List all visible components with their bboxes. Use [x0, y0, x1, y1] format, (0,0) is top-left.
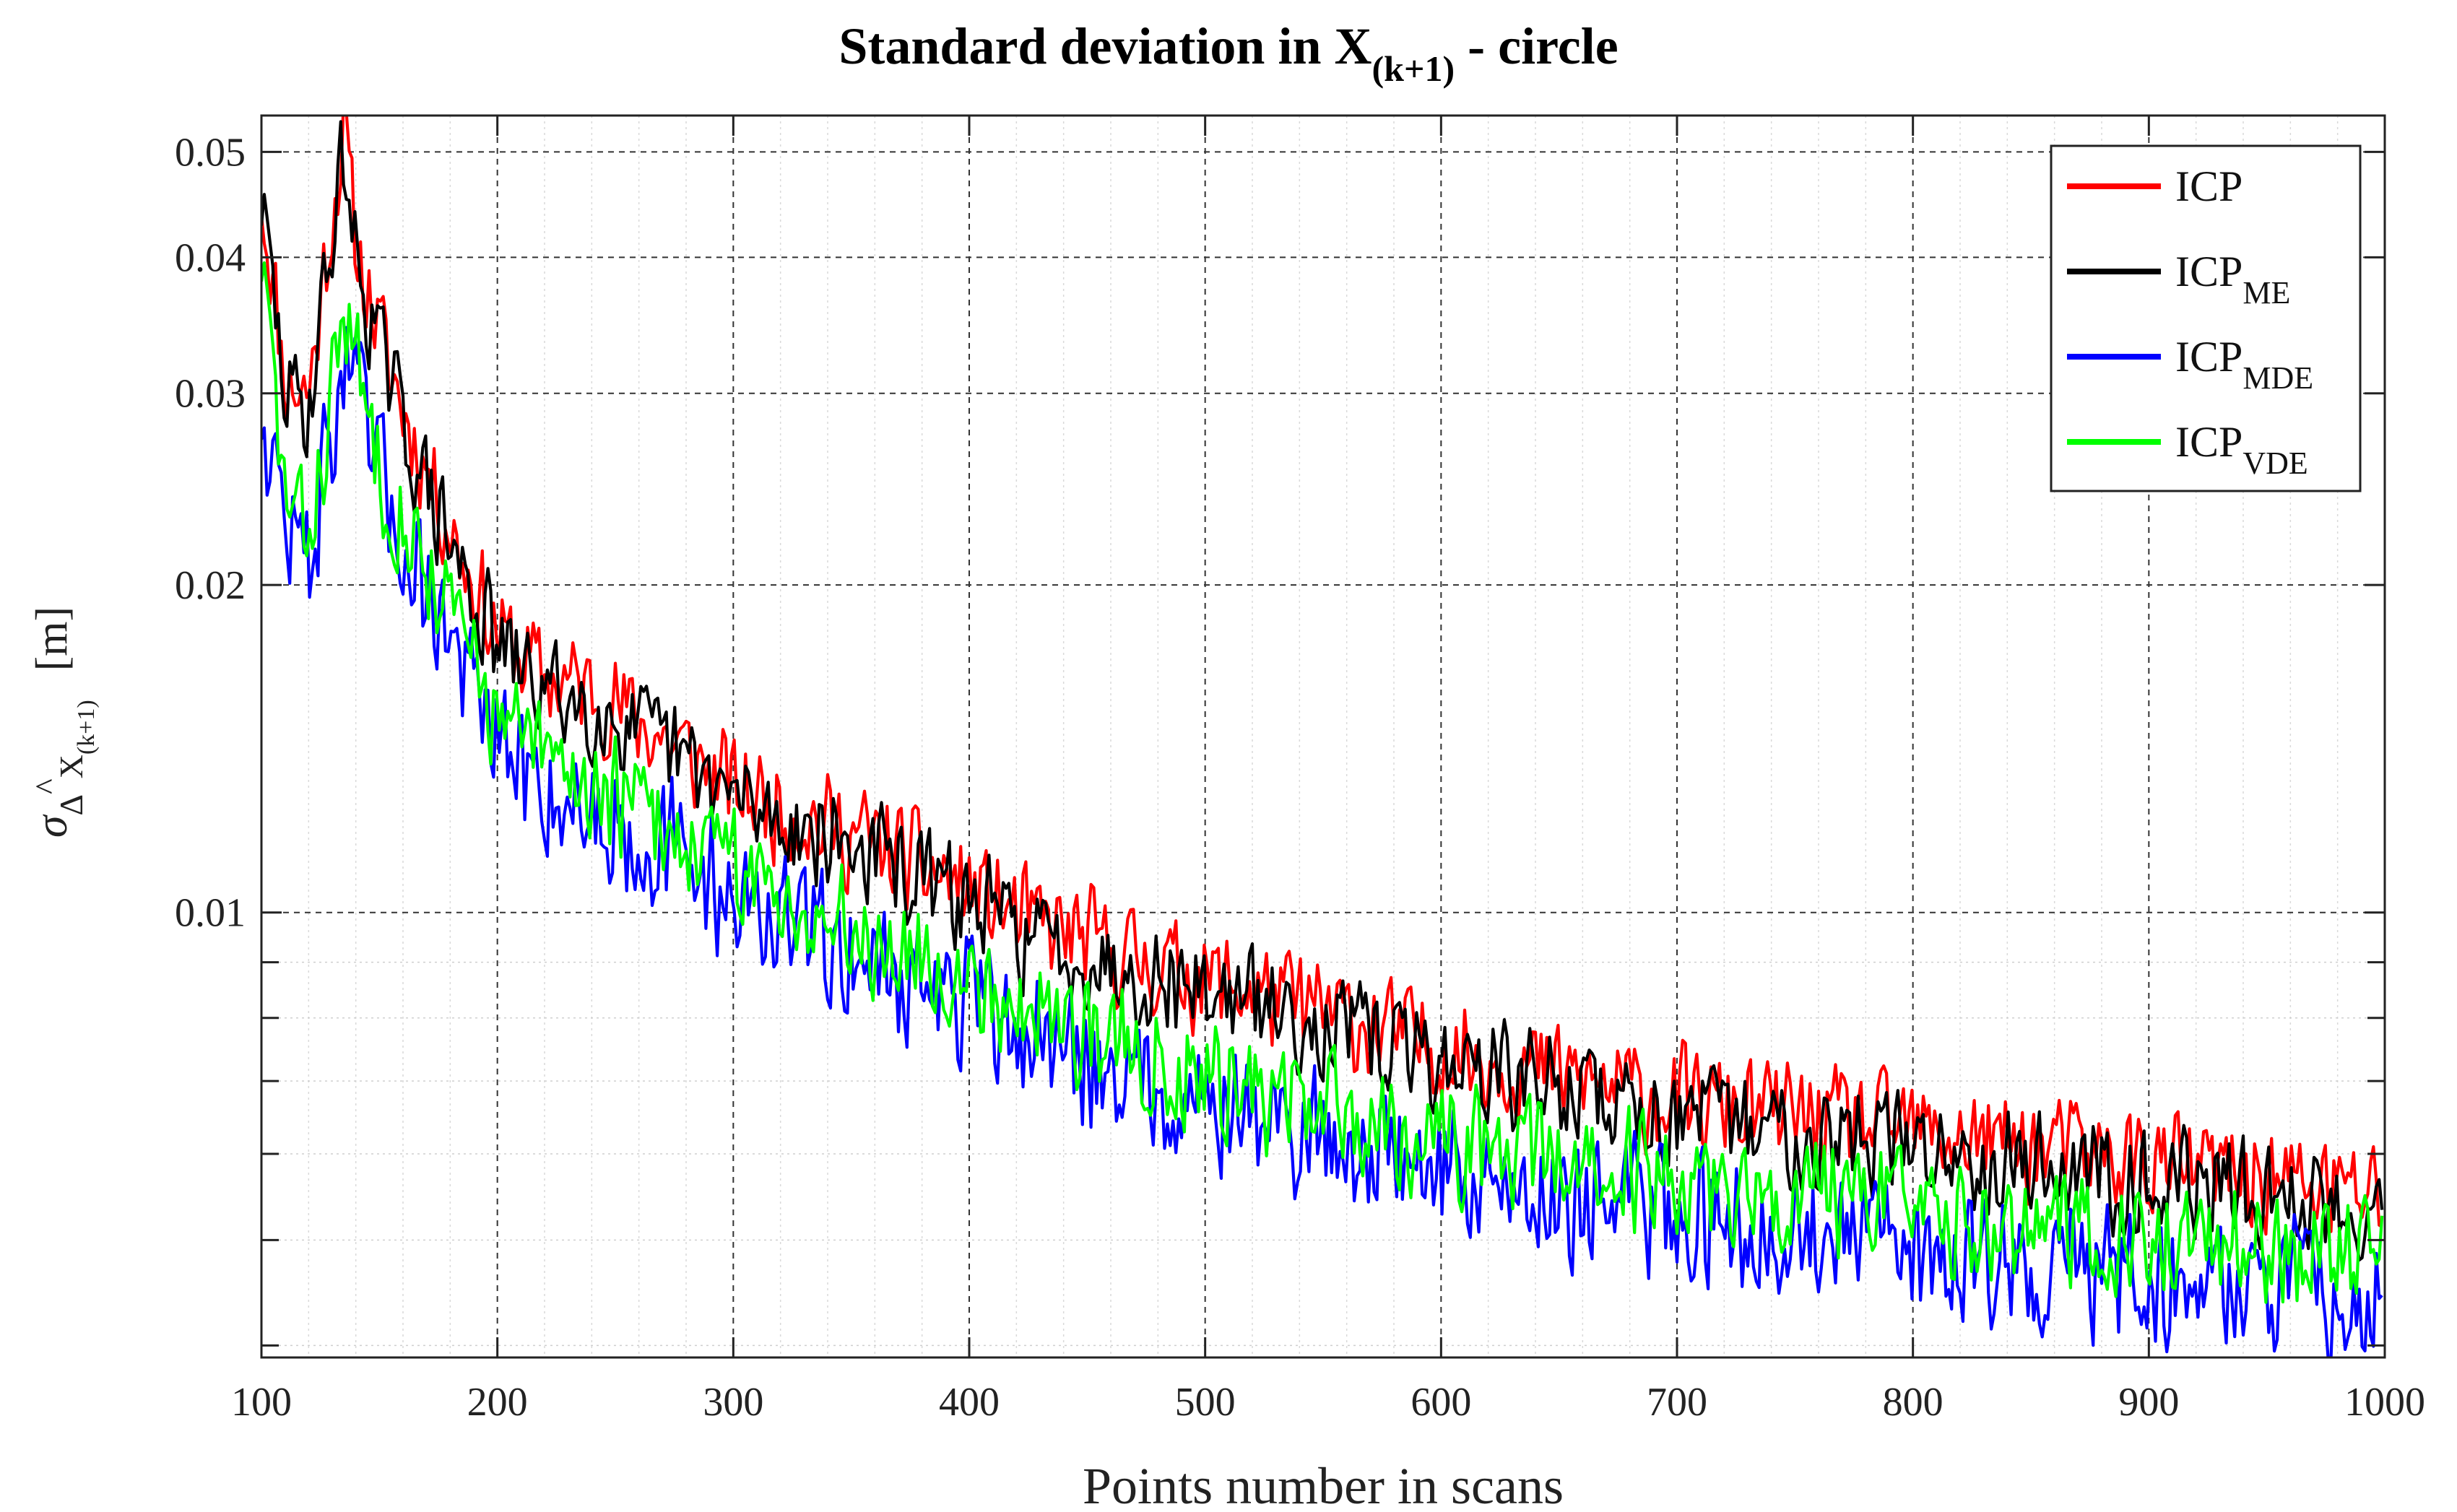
x-tick-label: 1000 [2344, 1380, 2425, 1425]
title-main: Standard deviation in X [838, 17, 1372, 75]
legend-label-main: ICP [2175, 418, 2242, 466]
x-tick-label: 500 [1175, 1380, 1236, 1425]
x-tick-label: 800 [1883, 1380, 1944, 1425]
legend-label: ICPMDE [2175, 333, 2313, 396]
y-tick-label: 0.03 [175, 372, 246, 417]
legend-label-subscript: MDE [2242, 360, 2313, 396]
series-line-icpme [261, 120, 2384, 1262]
series-layer [261, 116, 2384, 1357]
y-tick-label: 0.01 [175, 891, 246, 936]
x-axis-label: Points number in scans [1083, 1457, 1564, 1512]
legend-label: ICP [2175, 162, 2242, 210]
svg-text:σΔ^X(k+1)[m]: σΔ^X(k+1) [m] [27, 607, 100, 838]
plot-frame [260, 114, 2386, 1359]
x-tick-label: 400 [939, 1380, 1000, 1425]
x-tick-label: 600 [1410, 1380, 1471, 1425]
y-tick-labels: 0.01 0.02 0.03 0.04 0.05 [175, 130, 246, 935]
axis-ticks [260, 116, 2386, 1357]
x-tick-label: 700 [1647, 1380, 1707, 1425]
x-tick-label: 100 [231, 1380, 292, 1425]
title-suffix: - circle [1455, 17, 1618, 75]
y-label-sigma: σ [27, 814, 77, 838]
legend-label-main: ICP [2175, 333, 2242, 381]
legend-label-main: ICP [2175, 162, 2242, 210]
title-subscript: (k+1) [1372, 48, 1455, 89]
x-tick-label: 900 [2118, 1380, 2179, 1425]
y-label-hat: ^ [28, 778, 65, 794]
y-axis-label: σΔ^X(k+1) [m] [27, 607, 100, 838]
x-tick-label: 300 [703, 1380, 763, 1425]
y-tick-label: 0.04 [175, 235, 246, 280]
y-label-subscript: (k+1) [73, 700, 100, 755]
y-label-unit: [m] [27, 607, 77, 672]
chart-title: Standard deviation in X(k+1) - circle [838, 17, 1618, 89]
y-label-var: X [53, 755, 90, 778]
y-tick-label: 0.02 [175, 563, 246, 608]
series-line-icpvde [261, 261, 2384, 1304]
legend-box [2050, 144, 2362, 492]
x-tick-label: 200 [467, 1380, 528, 1425]
legend-label: ICPVDE [2175, 418, 2308, 481]
y-tick-label: 0.05 [175, 130, 246, 175]
y-label-delta: Δ [53, 794, 90, 816]
legend-label-main: ICP [2175, 248, 2242, 295]
x-tick-labels: 100 200 300 400 500 600 700 800 900 1000 [231, 1380, 2425, 1425]
legend-label-subscript: VDE [2242, 446, 2308, 481]
legend-label-subscript: ME [2242, 275, 2290, 310]
legend-label: ICPME [2175, 248, 2290, 310]
